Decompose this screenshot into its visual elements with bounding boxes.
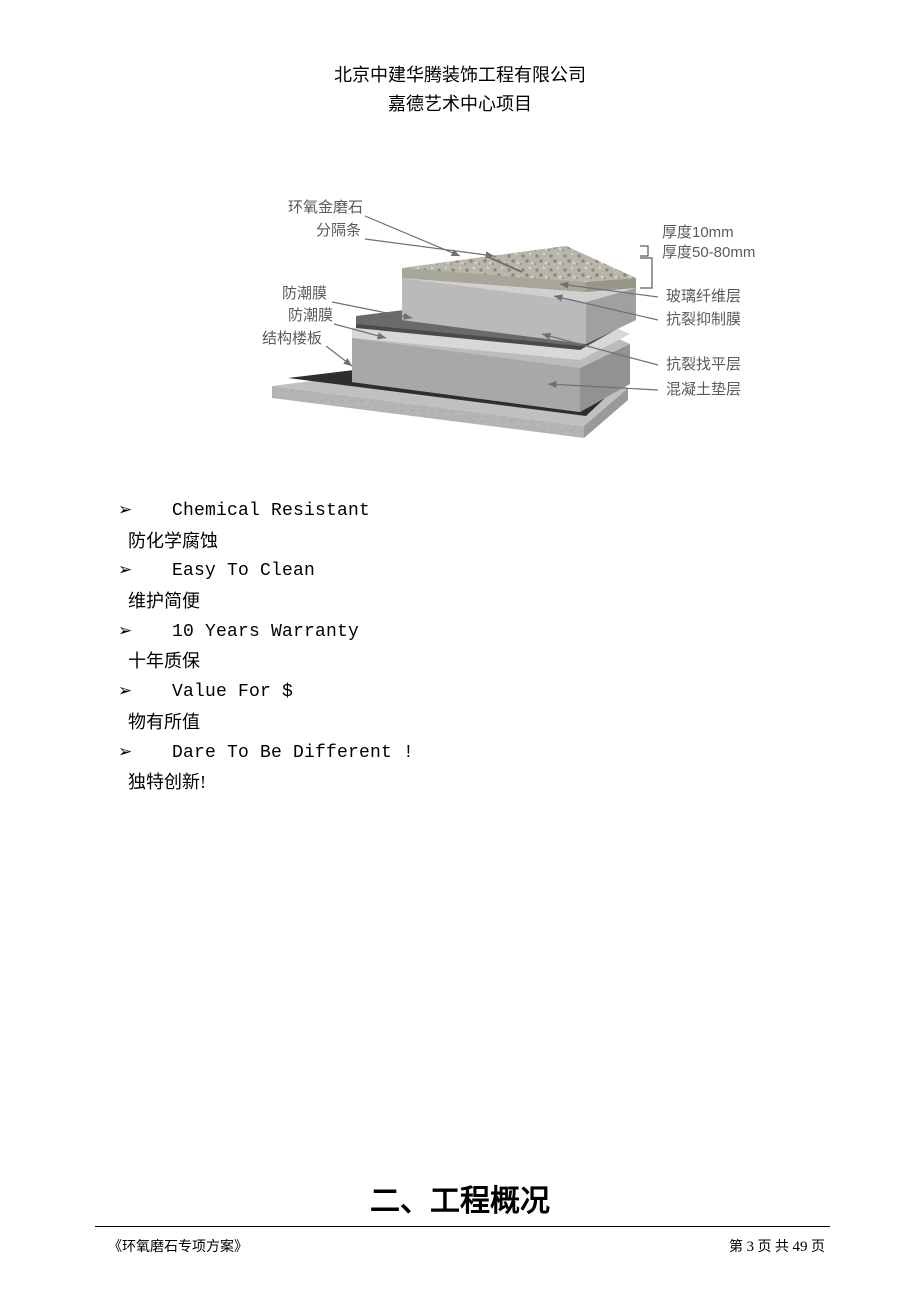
- diagram-label: 厚度50-80mm: [662, 244, 755, 261]
- list-item: ➢ Easy To Clean: [118, 556, 920, 587]
- diagram-label: 结构楼板: [262, 329, 322, 347]
- section-underline: [95, 1226, 830, 1227]
- bullet-english: Value For $: [172, 678, 293, 708]
- leader-line: [326, 346, 352, 366]
- list-item: ➢ Chemical Resistant: [118, 496, 920, 527]
- bullet-english: Chemical Resistant: [172, 497, 370, 527]
- feature-list: ➢Chemical Resistant防化学腐蚀➢Easy To Clean维护…: [118, 496, 920, 798]
- bullet-english: 10 Years Warranty: [172, 618, 359, 648]
- bullet-chinese: 防化学腐蚀: [128, 527, 920, 557]
- bullet-english: Easy To Clean: [172, 557, 315, 587]
- bullet-chinese: 独特创新!: [128, 768, 920, 798]
- bullet-icon: ➢: [118, 496, 136, 524]
- diagram-label: 防潮膜: [288, 307, 333, 324]
- page-suffix: 页: [808, 1240, 826, 1255]
- list-item: ➢ Dare To Be Different !: [118, 738, 920, 769]
- bullet-icon: ➢: [118, 617, 136, 645]
- layer-diagram: 环氧金磨石分隔条防潮膜防潮膜结构楼板厚度10mm厚度50-80mm玻璃纤维层抗裂…: [100, 168, 820, 458]
- thickness-brackets: [640, 246, 652, 288]
- list-item: ➢ 10 Years Warranty: [118, 617, 920, 648]
- diagram-label: 抗裂找平层: [666, 356, 741, 373]
- diagram-label: 混凝土垫层: [666, 381, 741, 398]
- page-current: 3: [747, 1239, 755, 1255]
- page-number: 第 3 页 共 49 页: [729, 1236, 825, 1256]
- bullet-chinese: 维护简便: [128, 587, 920, 617]
- page-footer: 《环氧磨石专项方案》 第 3 页 共 49 页: [0, 1236, 920, 1256]
- list-item: ➢ Value For $: [118, 677, 920, 708]
- bullet-english: Dare To Be Different !: [172, 739, 414, 769]
- diagram-label: 环氧金磨石: [288, 199, 363, 216]
- bullet-icon: ➢: [118, 738, 136, 766]
- company-name: 北京中建华腾装饰工程有限公司: [0, 62, 920, 89]
- project-name: 嘉德艺术中心项目: [0, 91, 920, 118]
- bullet-icon: ➢: [118, 556, 136, 584]
- diagram-label: 分隔条: [316, 222, 361, 239]
- bullet-icon: ➢: [118, 677, 136, 705]
- page-prefix: 第: [729, 1240, 747, 1255]
- section-heading: 二、工程概况: [0, 1176, 920, 1220]
- doc-title: 《环氧磨石专项方案》: [108, 1236, 248, 1256]
- diagram-label: 玻璃纤维层: [666, 288, 741, 305]
- diagram-svg: 环氧金磨石分隔条防潮膜防潮膜结构楼板厚度10mm厚度50-80mm玻璃纤维层抗裂…: [100, 168, 820, 458]
- page-mid: 页 共: [754, 1240, 793, 1255]
- diagram-label: 防潮膜: [282, 285, 327, 302]
- page-total: 49: [793, 1239, 808, 1255]
- bullet-chinese: 十年质保: [128, 647, 920, 677]
- bullet-chinese: 物有所值: [128, 708, 920, 738]
- diagram-label: 厚度10mm: [662, 224, 734, 241]
- leader-line: [365, 239, 494, 256]
- page-header: 北京中建华腾装饰工程有限公司 嘉德艺术中心项目: [0, 0, 920, 118]
- diagram-label: 抗裂抑制膜: [666, 311, 741, 328]
